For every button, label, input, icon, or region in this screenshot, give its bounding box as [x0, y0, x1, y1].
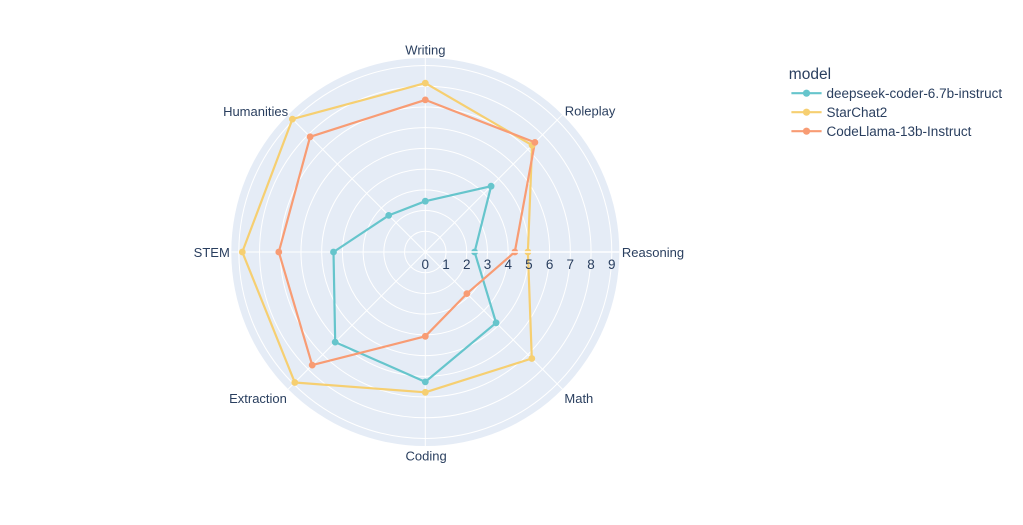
- svg-text:2: 2: [463, 257, 471, 272]
- svg-text:Writing: Writing: [405, 43, 445, 58]
- svg-text:1: 1: [442, 257, 450, 272]
- svg-text:Humanities: Humanities: [223, 104, 289, 119]
- svg-text:Coding: Coding: [405, 448, 446, 463]
- svg-text:5: 5: [525, 257, 533, 272]
- svg-text:Roleplay: Roleplay: [565, 104, 616, 119]
- svg-text:StarChat2: StarChat2: [827, 105, 888, 120]
- svg-text:0: 0: [422, 257, 430, 272]
- svg-text:Reasoning: Reasoning: [622, 245, 684, 260]
- svg-text:7: 7: [567, 257, 575, 272]
- svg-text:6: 6: [546, 257, 554, 272]
- svg-text:3: 3: [484, 257, 492, 272]
- svg-text:8: 8: [587, 257, 595, 272]
- svg-text:STEM: STEM: [194, 245, 230, 260]
- svg-text:CodeLlama-13b-Instruct: CodeLlama-13b-Instruct: [827, 124, 972, 139]
- svg-text:Math: Math: [564, 391, 593, 406]
- svg-text:model: model: [789, 66, 831, 83]
- svg-text:4: 4: [504, 257, 512, 272]
- svg-text:Extraction: Extraction: [229, 391, 287, 406]
- svg-text:9: 9: [608, 257, 616, 272]
- svg-text:deepseek-coder-6.7b-instruct: deepseek-coder-6.7b-instruct: [827, 86, 1003, 101]
